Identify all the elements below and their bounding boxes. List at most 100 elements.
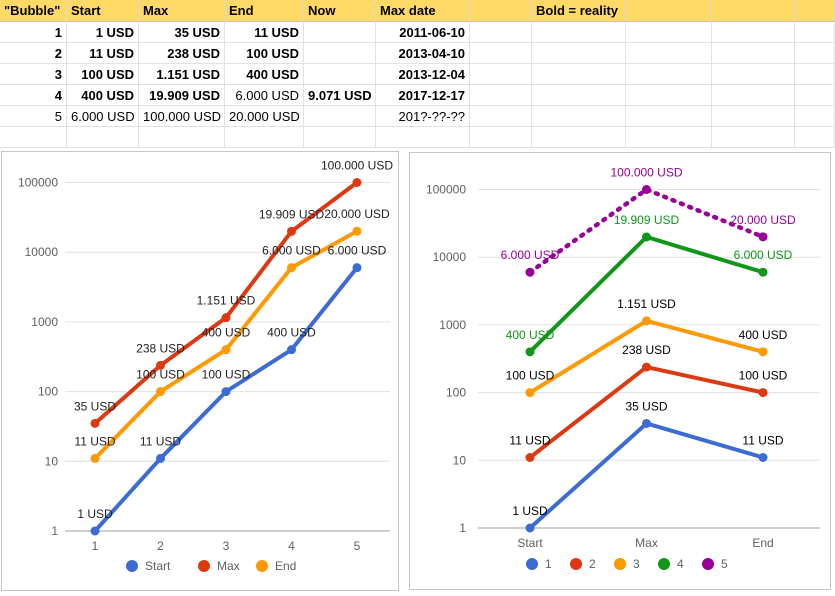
- cell-bubble[interactable]: 3: [0, 64, 67, 85]
- cell-empty[interactable]: [470, 106, 532, 127]
- cell-start[interactable]: 400 USD: [67, 85, 139, 106]
- cell-max_date[interactable]: 2013-04-10: [376, 43, 470, 64]
- cell-empty[interactable]: [795, 106, 835, 127]
- data-point: [90, 526, 100, 536]
- cell-bubble[interactable]: 4: [0, 85, 67, 106]
- cell-max[interactable]: 1.151 USD: [139, 64, 225, 85]
- data-label: 20.000 USD: [324, 207, 390, 221]
- data-point: [642, 362, 651, 372]
- header-cell-note[interactable]: Bold = reality: [532, 0, 626, 22]
- header-cell-empty-k[interactable]: [795, 0, 835, 22]
- header-cell-empty-g[interactable]: [470, 0, 532, 22]
- header-cell-bubble[interactable]: "Bubble": [0, 0, 67, 22]
- cell-empty[interactable]: [225, 127, 304, 148]
- chart-panel-by-bubble[interactable]: 1 10 100 1000 10000 100000 1 2 3 4 5 1 USD 11 USD 100…: [1, 151, 399, 591]
- data-point: [90, 418, 100, 428]
- cell-empty[interactable]: [712, 85, 795, 106]
- cell-end[interactable]: 11 USD: [225, 22, 304, 43]
- header-cell-start[interactable]: Start: [67, 0, 139, 22]
- header-cell-max-date[interactable]: Max date: [376, 0, 470, 22]
- cell-empty[interactable]: [470, 127, 532, 148]
- data-point: [156, 387, 165, 397]
- cell-max_date[interactable]: 2011-06-10: [376, 22, 470, 43]
- cell-start[interactable]: 100 USD: [67, 64, 139, 85]
- header-cell-empty-i[interactable]: [626, 0, 712, 22]
- data-label: 6.000 USD: [262, 244, 321, 258]
- cell-empty[interactable]: [376, 127, 470, 148]
- y-tick-label: 100: [446, 386, 466, 400]
- cell-empty[interactable]: [626, 22, 712, 43]
- y-tick-label: 1: [51, 524, 58, 538]
- legend-label: Start: [145, 559, 171, 573]
- cell-empty[interactable]: [712, 43, 795, 64]
- cell-max_date[interactable]: 201?-??-??: [376, 106, 470, 127]
- cell-empty[interactable]: [795, 85, 835, 106]
- spreadsheet-grid[interactable]: "Bubble" Start Max End Now Max date Bold…: [0, 0, 835, 150]
- cell-empty[interactable]: [712, 106, 795, 127]
- header-cell-now[interactable]: Now: [304, 0, 376, 22]
- header-cell-max[interactable]: Max: [139, 0, 225, 22]
- y-tick-label: 100: [38, 385, 58, 399]
- cell-max_date[interactable]: 2017-12-17: [376, 85, 470, 106]
- cell-now[interactable]: 9.071 USD: [304, 85, 376, 106]
- cell-empty[interactable]: [532, 127, 626, 148]
- cell-end[interactable]: 6.000 USD: [225, 85, 304, 106]
- cell-end[interactable]: 400 USD: [225, 64, 304, 85]
- legend-label: 1: [545, 557, 552, 571]
- cell-bubble[interactable]: 1: [0, 22, 67, 43]
- cell-empty[interactable]: [795, 22, 835, 43]
- cell-start[interactable]: 11 USD: [67, 43, 139, 64]
- y-tick-label: 10000: [433, 250, 467, 264]
- cell-empty[interactable]: [795, 64, 835, 85]
- cell-now[interactable]: [304, 22, 376, 43]
- legend-label: End: [275, 559, 296, 573]
- cell-start[interactable]: 1 USD: [67, 22, 139, 43]
- cell-empty[interactable]: [626, 106, 712, 127]
- header-cell-empty-j[interactable]: [712, 0, 795, 22]
- cell-empty[interactable]: [532, 64, 626, 85]
- cell-start[interactable]: 6.000 USD: [67, 106, 139, 127]
- cell-max[interactable]: 35 USD: [139, 22, 225, 43]
- cell-now[interactable]: [304, 43, 376, 64]
- cell-empty[interactable]: [67, 127, 139, 148]
- cell-empty[interactable]: [470, 43, 532, 64]
- cell-empty[interactable]: [712, 22, 795, 43]
- cell-end[interactable]: 20.000 USD: [225, 106, 304, 127]
- cell-max[interactable]: 238 USD: [139, 43, 225, 64]
- legend-label: Max: [217, 559, 240, 573]
- cell-empty[interactable]: [712, 127, 795, 148]
- series-line-end: [93, 229, 359, 461]
- cell-empty[interactable]: [0, 127, 67, 148]
- cell-empty[interactable]: [470, 85, 532, 106]
- cell-empty[interactable]: [532, 106, 626, 127]
- data-point: [525, 452, 535, 462]
- cell-empty[interactable]: [532, 22, 626, 43]
- cell-end[interactable]: 100 USD: [225, 43, 304, 64]
- cell-empty[interactable]: [304, 127, 376, 148]
- cell-empty[interactable]: [795, 43, 835, 64]
- header-cell-end[interactable]: End: [225, 0, 304, 22]
- chart-panel-by-stage[interactable]: 1 10 100 1000 10000 100000 Start Max End 1 USD 35 …: [409, 152, 831, 590]
- cell-bubble[interactable]: 5: [0, 106, 67, 127]
- data-point: [287, 345, 296, 355]
- cell-bubble[interactable]: 2: [0, 43, 67, 64]
- cell-empty[interactable]: [712, 64, 795, 85]
- cell-empty[interactable]: [532, 43, 626, 64]
- cell-empty[interactable]: [626, 85, 712, 106]
- cell-empty[interactable]: [470, 64, 532, 85]
- cell-empty[interactable]: [626, 43, 712, 64]
- legend-marker: [658, 558, 670, 570]
- cell-empty[interactable]: [626, 127, 712, 148]
- cell-now[interactable]: [304, 106, 376, 127]
- cell-max_date[interactable]: 2013-12-04: [376, 64, 470, 85]
- cell-empty[interactable]: [470, 22, 532, 43]
- data-label: 35 USD: [74, 399, 116, 413]
- data-label: 238 USD: [622, 343, 671, 357]
- cell-max[interactable]: 100.000 USD: [139, 106, 225, 127]
- cell-empty[interactable]: [795, 127, 835, 148]
- cell-empty[interactable]: [532, 85, 626, 106]
- cell-now[interactable]: [304, 64, 376, 85]
- cell-empty[interactable]: [139, 127, 225, 148]
- cell-max[interactable]: 19.909 USD: [139, 85, 225, 106]
- cell-empty[interactable]: [626, 64, 712, 85]
